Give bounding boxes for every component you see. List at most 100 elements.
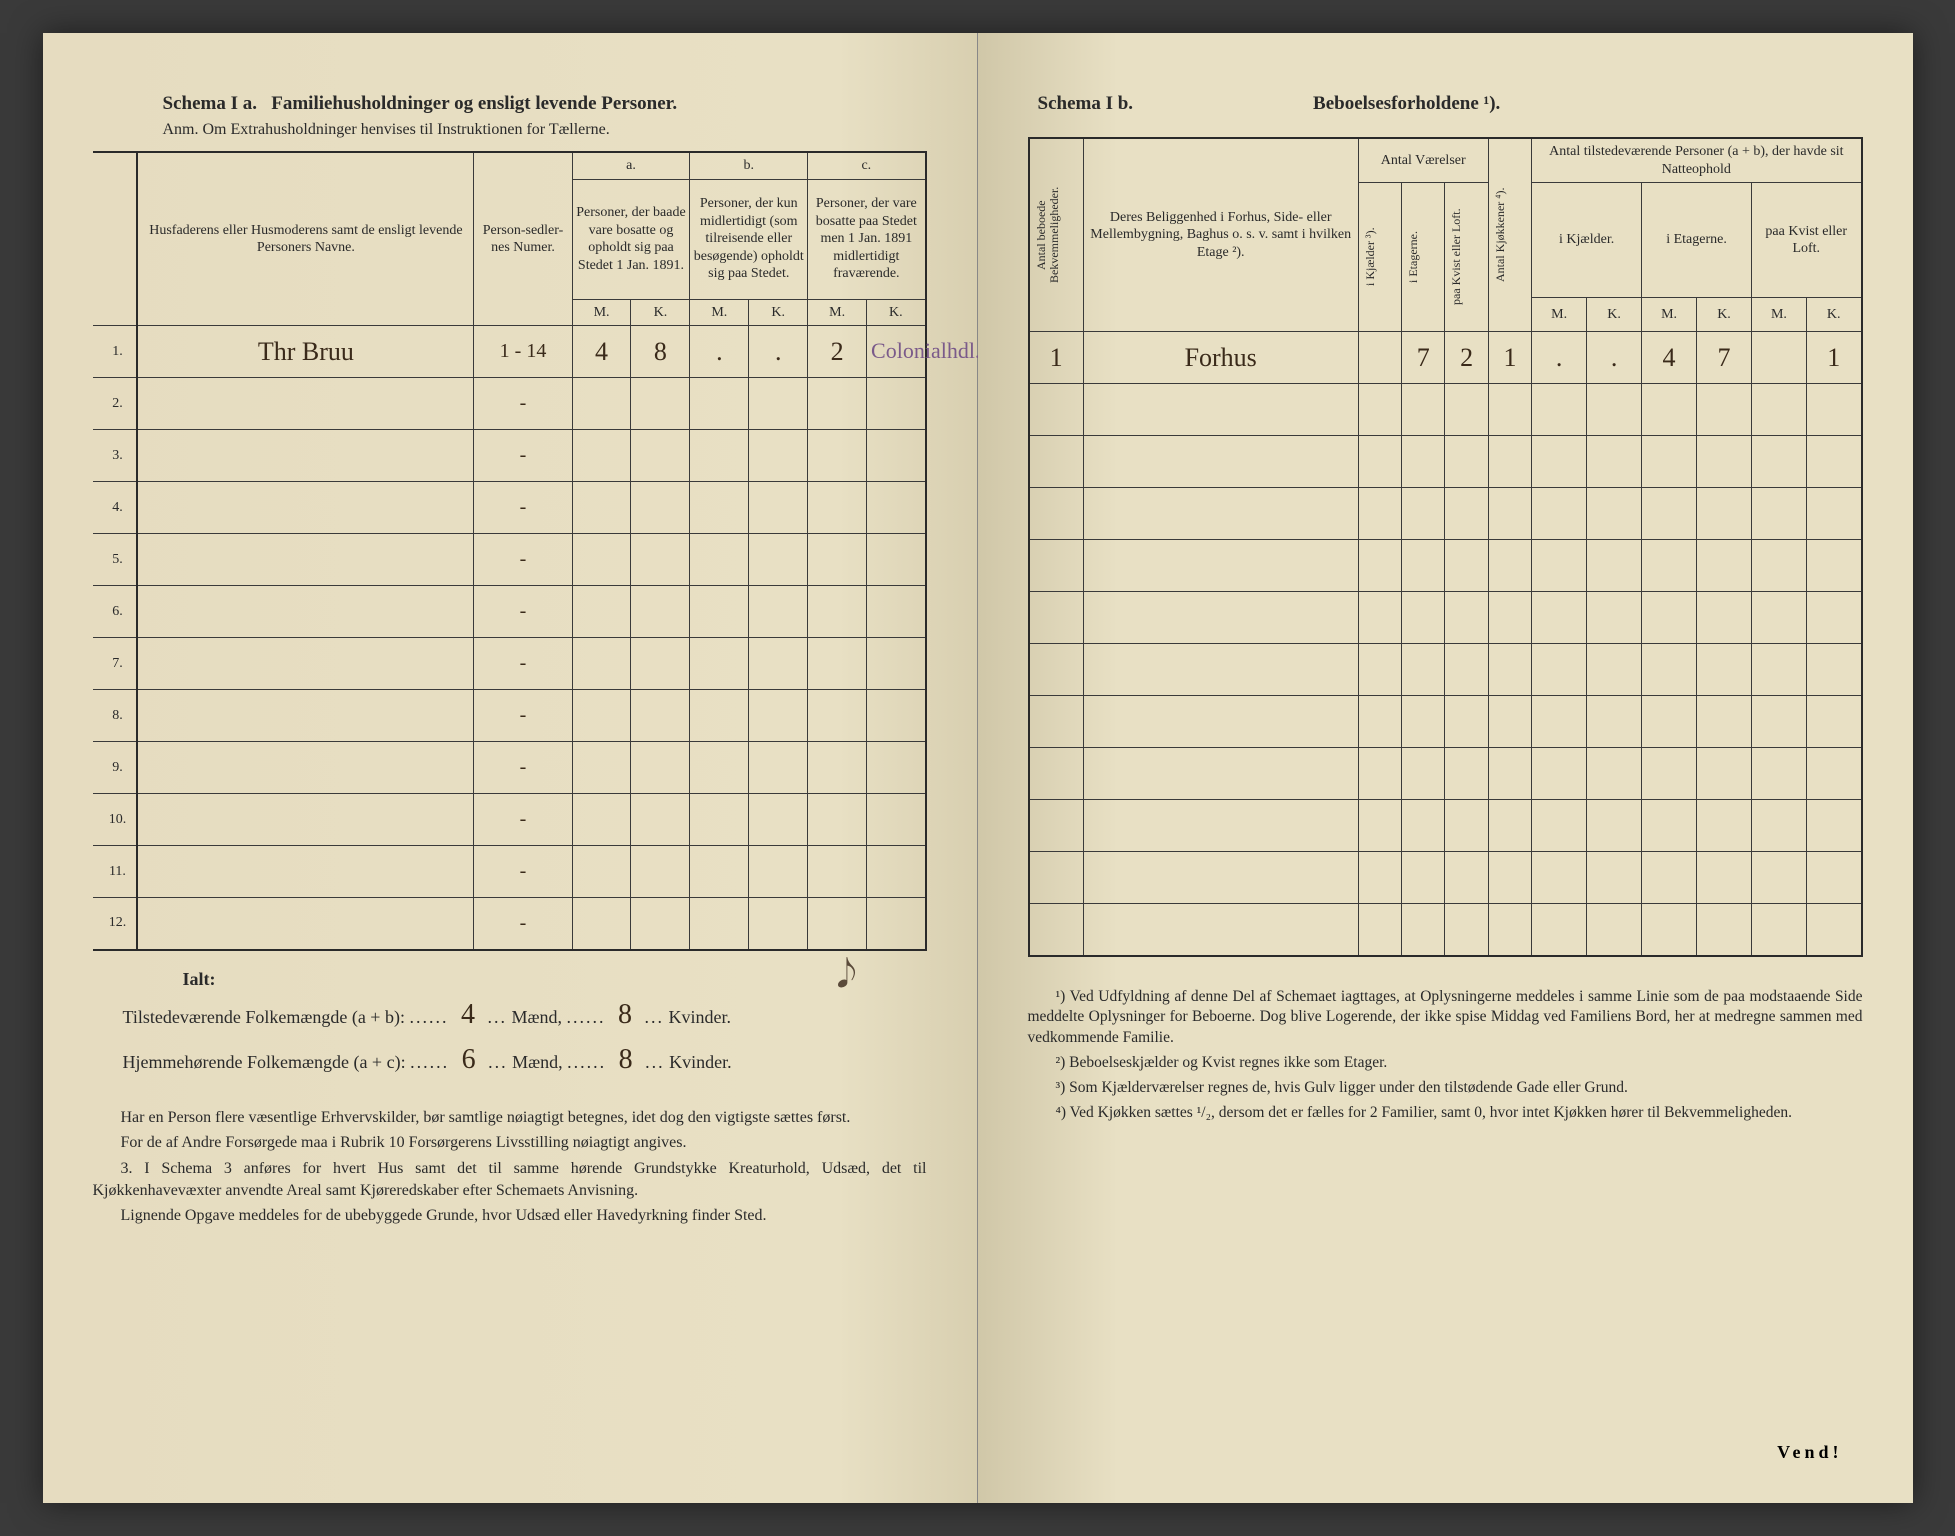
cell-bm <box>690 846 749 898</box>
cell-ck: Colonialhdl. <box>867 326 926 378</box>
cell-em <box>1642 644 1697 696</box>
num-cell: - <box>474 742 572 794</box>
schema-1a-subtitle: Anm. Om Extrahusholdninger henvises til … <box>93 121 927 139</box>
table-row <box>1029 748 1862 800</box>
left-bodytext: Har en Person flere væsentlige Erhvervsk… <box>93 1107 927 1227</box>
sum1-k: 8 <box>610 993 640 1038</box>
table-row <box>1029 592 1862 644</box>
col-c-header: Personer, der vare bosatte paa Stedet me… <box>808 179 926 299</box>
cell-kv <box>1445 800 1488 852</box>
cell-bel <box>1083 696 1358 748</box>
row-num: 2. <box>93 378 138 430</box>
table-row <box>1029 852 1862 904</box>
cell-bk <box>749 586 808 638</box>
cell-bm: . <box>690 326 749 378</box>
cell-bel <box>1083 436 1358 488</box>
cell-bk <box>749 742 808 794</box>
sum2-pre: Hjemmehørende Folkemængde (a + c): <box>123 1052 411 1072</box>
table-row: 5.- <box>93 534 926 586</box>
cell-bel: Forhus <box>1083 332 1358 384</box>
title-b: Familiehusholdninger og ensligt levende … <box>271 93 677 114</box>
schema-1b-title: Schema I b. Beboelsesforholdene ¹). <box>1028 93 1863 115</box>
cell-ck <box>867 638 926 690</box>
table-row <box>1029 540 1862 592</box>
table-row: 8.- <box>93 690 926 742</box>
cell-vm <box>1751 904 1806 956</box>
name-cell <box>137 534 474 586</box>
table-row: 12.- <box>93 898 926 950</box>
cell-bek <box>1029 436 1084 488</box>
cell-vk <box>1806 904 1861 956</box>
cell-ak <box>631 638 690 690</box>
cell-kj <box>1358 540 1401 592</box>
cell-vm <box>1751 436 1806 488</box>
mk-m: M. <box>1642 298 1697 332</box>
cell-vk <box>1806 852 1861 904</box>
cell-kkk <box>1587 904 1642 956</box>
cell-bel <box>1083 488 1358 540</box>
table-row <box>1029 488 1862 540</box>
cell-am <box>572 638 631 690</box>
name-cell <box>137 482 474 534</box>
cell-et <box>1402 540 1445 592</box>
name-cell <box>137 742 474 794</box>
num-cell: - <box>474 846 572 898</box>
cell-bek <box>1029 592 1084 644</box>
cell-bm <box>690 586 749 638</box>
cell-kkk <box>1587 748 1642 800</box>
cell-cm <box>808 534 867 586</box>
cell-kk <box>1488 644 1531 696</box>
title-1b-b: Beboelsesforholdene ¹). <box>1313 93 1500 115</box>
cell-kkk <box>1587 644 1642 696</box>
cell-kk <box>1488 384 1531 436</box>
cell-em <box>1642 488 1697 540</box>
num-cell: - <box>474 430 572 482</box>
cell-ek <box>1697 904 1752 956</box>
cell-kkk <box>1587 592 1642 644</box>
cell-ak <box>631 898 690 950</box>
cell-km <box>1532 696 1587 748</box>
abc-c: c. <box>808 152 926 179</box>
cell-vk <box>1806 696 1861 748</box>
cell-ck <box>867 846 926 898</box>
cell-em <box>1642 904 1697 956</box>
cell-kj <box>1358 748 1401 800</box>
cell-kj <box>1358 696 1401 748</box>
cell-bk <box>749 638 808 690</box>
table-row: 1Forhus721..471 <box>1029 332 1862 384</box>
sub-kjaelder: i Kjælder. <box>1532 183 1642 298</box>
cell-bm <box>690 794 749 846</box>
cell-cm <box>808 690 867 742</box>
cell-bek <box>1029 904 1084 956</box>
cell-kv <box>1445 852 1488 904</box>
cell-bk <box>749 690 808 742</box>
cell-em <box>1642 748 1697 800</box>
cell-ek <box>1697 696 1752 748</box>
row-num: 12. <box>93 898 138 950</box>
table-row <box>1029 696 1862 748</box>
cell-kk <box>1488 800 1531 852</box>
cell-vk <box>1806 800 1861 852</box>
cell-cm <box>808 846 867 898</box>
cell-kkk <box>1587 800 1642 852</box>
body-paragraph: 3. I Schema 3 anføres for hvert Hus samt… <box>93 1158 927 1201</box>
cell-kj <box>1358 852 1401 904</box>
cell-ak <box>631 430 690 482</box>
cell-km <box>1532 488 1587 540</box>
cell-bel <box>1083 384 1358 436</box>
name-cell <box>137 638 474 690</box>
cell-vm <box>1751 332 1806 384</box>
cell-km <box>1532 592 1587 644</box>
cell-am <box>572 794 631 846</box>
cell-kkk <box>1587 436 1642 488</box>
mk-m: M. <box>1751 298 1806 332</box>
cell-bm <box>690 742 749 794</box>
cell-ek <box>1697 592 1752 644</box>
cell-cm <box>808 794 867 846</box>
cell-et <box>1402 592 1445 644</box>
cell-ek <box>1697 852 1752 904</box>
row-num: 9. <box>93 742 138 794</box>
kvinder-label: Kvinder. <box>669 1052 732 1072</box>
cell-vm <box>1751 540 1806 592</box>
cell-ak <box>631 586 690 638</box>
